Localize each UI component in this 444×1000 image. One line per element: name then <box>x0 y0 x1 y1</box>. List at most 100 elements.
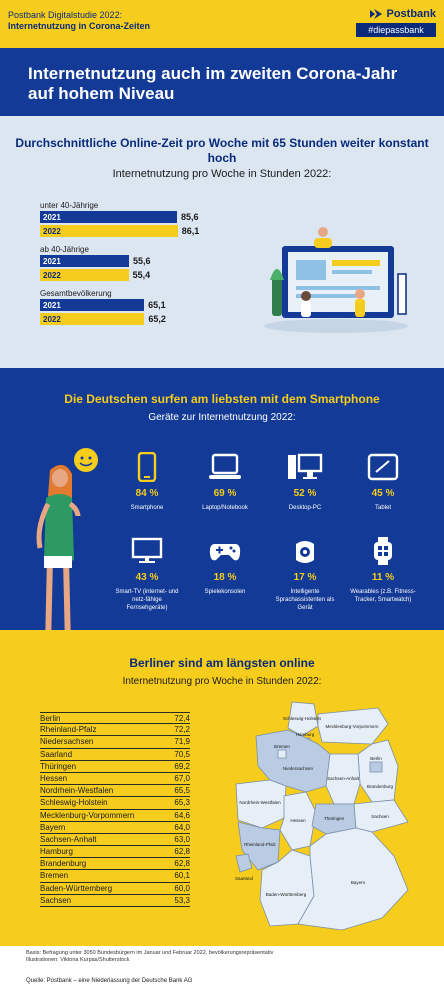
bar-group: Gesamtbevölkerung 2021 65,1 2022 65,2 <box>40 288 240 325</box>
bar-row: 2021 65,1 <box>40 299 240 311</box>
table-row: Mecklenburg-Vorpommern 64,6 <box>40 810 190 822</box>
state-name: Nordrhein-Westfalen <box>40 786 114 796</box>
table-row: Baden-Württemberg 60,0 <box>40 883 190 895</box>
state-name: Brandenburg <box>40 859 87 869</box>
bar-row: 2022 55,4 <box>40 269 240 281</box>
footnote: Basis: Befragung unter 3050 Bundesbürger… <box>26 950 426 964</box>
online-time-section: Durchschnittliche Online-Zeit pro Woche … <box>0 116 444 368</box>
states-section: Berliner sind am längsten online Interne… <box>0 630 444 946</box>
table-row: Thüringen 69,2 <box>40 761 190 773</box>
source-line: Quelle: Postbank – eine Niederlassung de… <box>26 978 193 984</box>
devices-subtitle: Geräte zur Internetnutzung 2022: <box>148 412 296 423</box>
bar: 2021 <box>40 299 145 311</box>
device-label: Desktop-PC <box>288 505 322 511</box>
state-value: 63,0 <box>174 834 190 844</box>
bar: 2022 <box>40 269 129 281</box>
device-label: Smartphone <box>130 505 164 511</box>
table-row: Berlin 72,4 <box>40 712 190 725</box>
map-label: Schleswig-Holstein <box>283 716 322 721</box>
state-name: Sachsen-Anhalt <box>40 834 97 844</box>
bar-value-label: 55,6 <box>132 256 151 266</box>
devices-section: Die Deutschen surfen am liebsten mit dem… <box>0 368 444 630</box>
map-label: Saarland <box>235 876 254 881</box>
state-name: Saarland <box>40 749 73 759</box>
footnote-illustration: Illustrationen: Viktoria Kurpas/Shutters… <box>26 957 130 963</box>
table-row: Bremen 60,1 <box>40 870 190 883</box>
bar-value-label: 86,1 <box>181 226 200 236</box>
office-illustration <box>264 227 408 333</box>
device-percent: 43 % <box>135 572 159 583</box>
state-value: 60,0 <box>174 883 190 893</box>
bar-row: 2021 55,6 <box>40 255 240 267</box>
bar: 2022 <box>40 225 178 237</box>
footnote-basis: Basis: Befragung unter 3050 Bundesbürger… <box>26 950 274 956</box>
bar: 2021 <box>40 211 177 223</box>
state-name: Bayern <box>40 822 66 832</box>
bar-row: 2022 65,2 <box>40 313 240 325</box>
map-label: Nordrhein-Westfalen <box>239 800 281 805</box>
online-time-heading: Durchschnittliche Online-Zeit pro Woche … <box>15 136 429 165</box>
state-name: Sachsen <box>40 895 72 905</box>
table-row: Sachsen 53,3 <box>40 895 190 907</box>
map-label: Hessen <box>290 818 306 823</box>
states-subtitle: Internetnutzung pro Woche in Stunden 202… <box>122 676 322 687</box>
bar-value-label: 65,1 <box>148 300 166 310</box>
state-value: 71,9 <box>174 737 190 747</box>
device-percent: 11 % <box>371 572 395 583</box>
bar-value-label: 85,6 <box>180 212 199 222</box>
states-heading: Berliner sind am längsten online <box>129 656 315 670</box>
state-name: Baden-Württemberg <box>40 883 113 893</box>
bar-value-label: 55,4 <box>132 270 151 280</box>
brand-hashtag: #diepassbank <box>356 23 436 37</box>
smart-tv-icon <box>131 537 163 563</box>
map-label: Sachsen-Anhalt <box>327 776 360 781</box>
table-row: Hamburg 62,8 <box>40 846 190 859</box>
device-percent: 69 % <box>213 488 237 499</box>
map-label: Baden-Württemberg <box>266 892 307 897</box>
postbank-horn-icon <box>370 9 383 19</box>
states-table: Berlin 72,4 Rheinland-Pfalz 72,2 Niedersachs… <box>40 712 190 907</box>
state-value: 70,5 <box>174 749 190 759</box>
state-value: 69,2 <box>174 761 190 771</box>
table-row: Nordrhein-Westfalen 65,5 <box>40 785 190 798</box>
state-name: Thüringen <box>40 761 77 771</box>
map-label: Berlin <box>370 756 382 761</box>
brand-name: Postbank <box>386 8 436 20</box>
state-name: Hessen <box>40 773 68 783</box>
table-row: Bayern 64,0 <box>40 822 190 834</box>
state-name: Berlin <box>40 714 61 723</box>
bar-group: ab 40-Jährige 2021 55,6 2022 55,4 <box>40 244 240 281</box>
study-title: Postbank Digitalstudie 2022: Internetnut… <box>8 10 150 32</box>
gamepad-icon <box>209 544 241 561</box>
state-value: 65,5 <box>174 786 190 796</box>
table-row: Saarland 70,5 <box>40 749 190 761</box>
device-wearables: 11 % Wearables (z.B. Fitness-Tracker, Sm… <box>348 536 418 604</box>
state-value: 64,0 <box>174 822 190 832</box>
state-name: Hamburg <box>40 847 73 857</box>
smart-speaker-icon <box>296 541 314 563</box>
state-value: 62,8 <box>174 847 190 857</box>
device-desktop: 52 % Desktop-PC <box>270 452 340 512</box>
map-label: Mecklenburg-Vorpommern <box>325 724 379 729</box>
map-label: Hamburg <box>296 732 315 737</box>
device-label: Laptop/Notebook <box>202 505 248 511</box>
smartwatch-icon <box>374 537 392 565</box>
bar-group-label: Gesamtbevölkerung <box>40 289 112 298</box>
state-name: Schleswig-Holstein <box>40 798 108 808</box>
map-label: Bremen <box>274 744 290 749</box>
device-percent: 84 % <box>135 488 159 499</box>
desktop-pc-icon <box>288 453 323 479</box>
state-name: Rheinland-Pfalz <box>40 725 97 735</box>
table-row: Hessen 67,0 <box>40 773 190 786</box>
table-row: Sachsen-Anhalt 63,0 <box>40 834 190 847</box>
state-name: Niedersachsen <box>40 737 94 747</box>
smartphone-icon <box>137 452 157 482</box>
page-title: Internetnutzung auch im zweiten Corona-J… <box>28 64 398 103</box>
device-gaming: 18 % Spielekonsolen <box>190 536 260 596</box>
bar: 2022 <box>40 313 145 325</box>
map-label: Bayern <box>351 880 366 885</box>
bar-group-label: ab 40-Jährige <box>40 245 89 254</box>
devices-heading: Die Deutschen surfen am liebsten mit dem… <box>64 392 380 406</box>
state-value: 67,0 <box>174 773 190 783</box>
table-row: Niedersachsen 71,9 <box>40 736 190 749</box>
